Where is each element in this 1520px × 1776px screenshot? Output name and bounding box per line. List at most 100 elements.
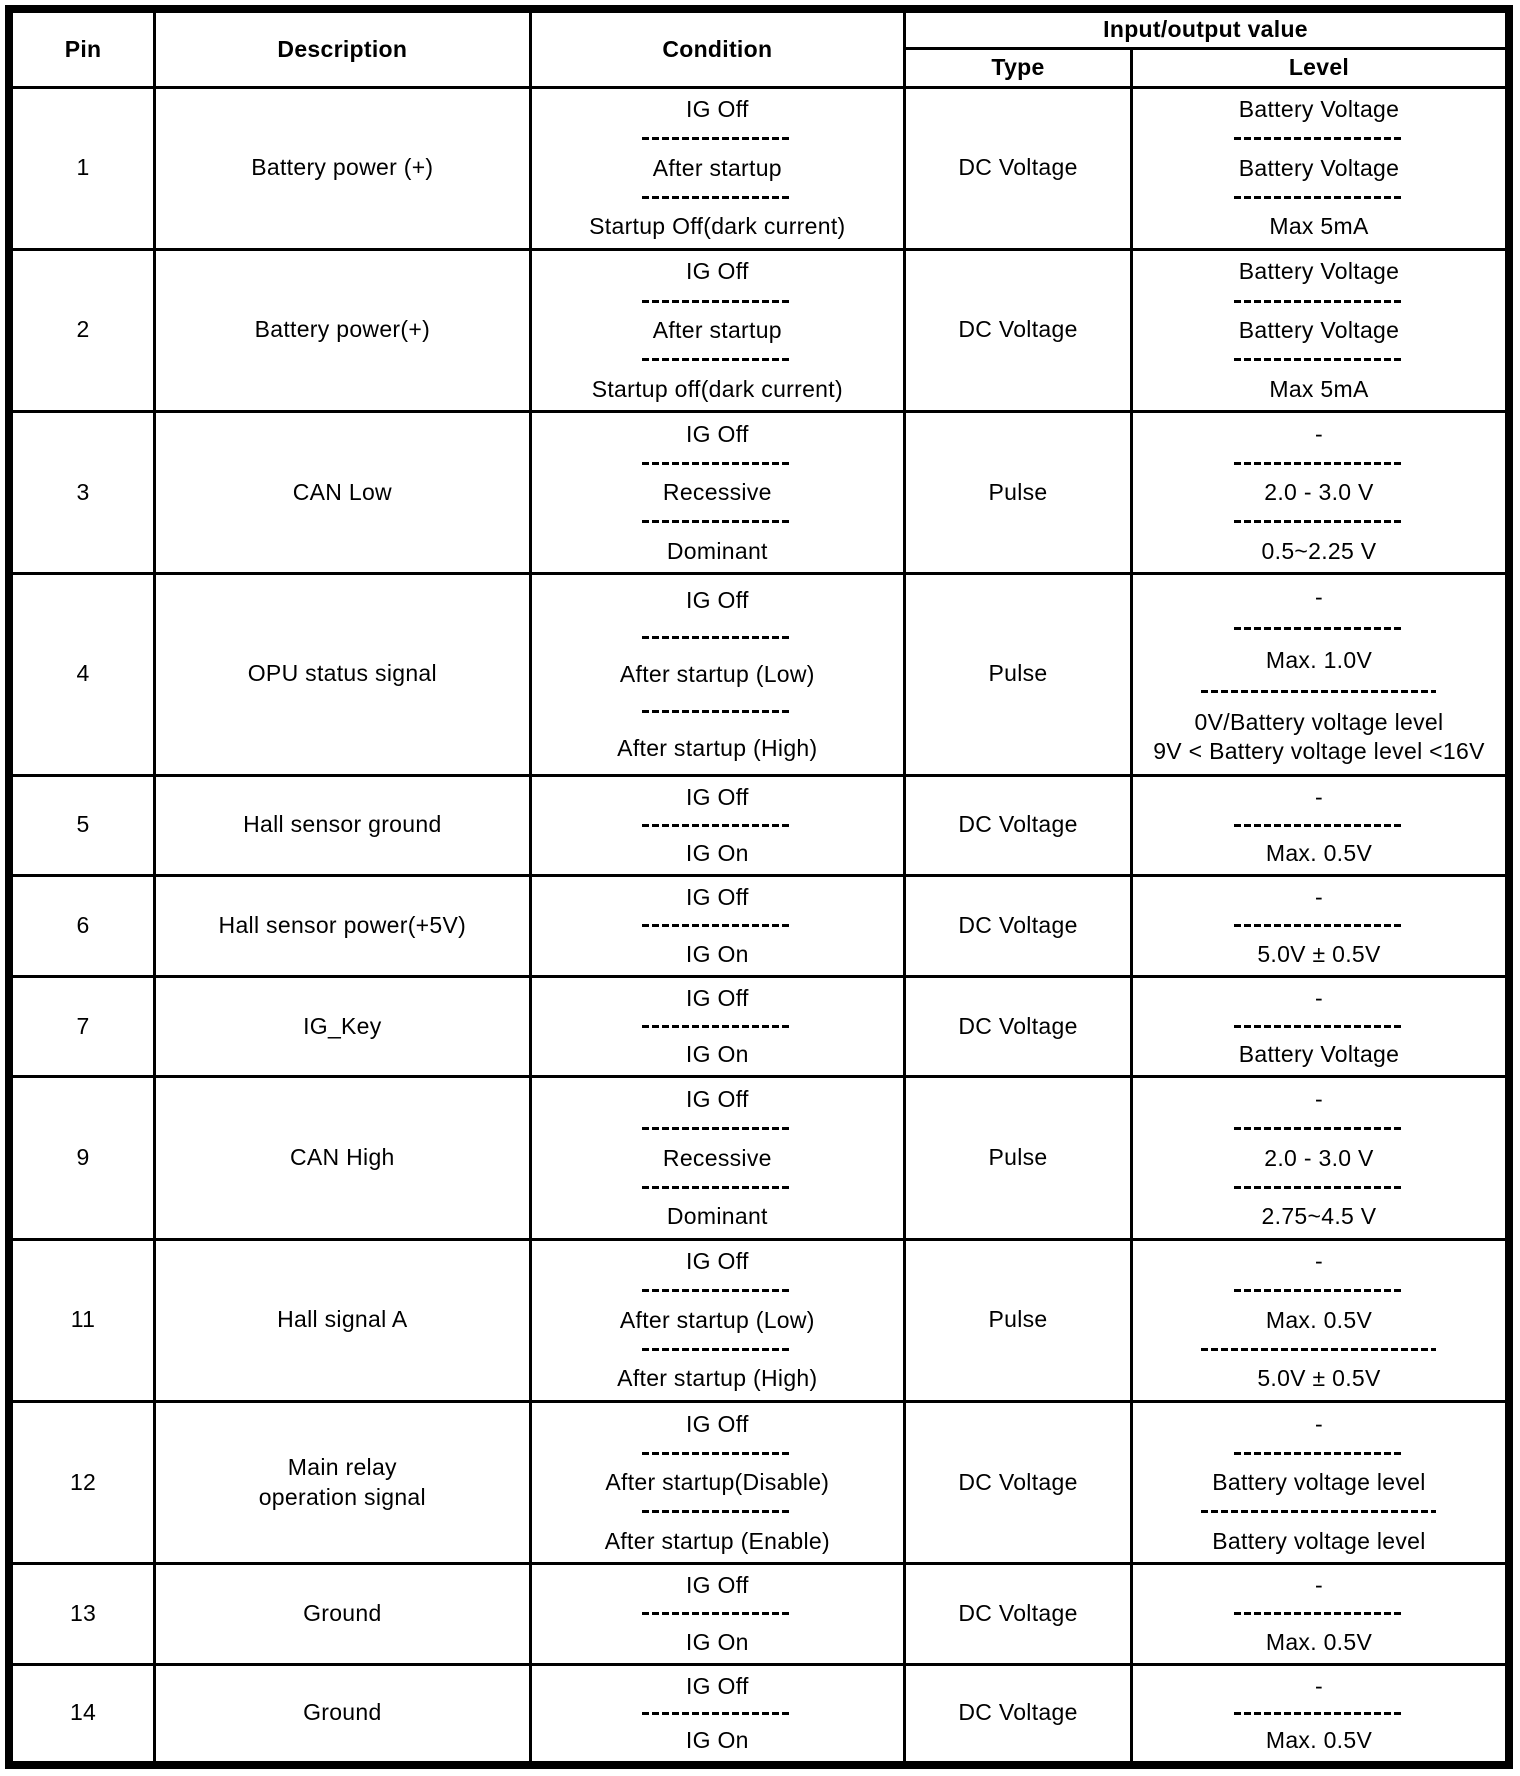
description-text: Ground bbox=[303, 1600, 382, 1626]
description-cell: Ground bbox=[153, 1562, 532, 1666]
condition-entry: IG On bbox=[685, 1727, 749, 1754]
level-cell: - 2.0 - 3.0 V 0.5~2.25 V bbox=[1129, 409, 1511, 576]
dashed-separator bbox=[642, 1185, 793, 1189]
type-text: DC Voltage bbox=[958, 1600, 1078, 1626]
description-text: CAN High bbox=[290, 1144, 395, 1171]
level-stack: - Max. 0.5V 5.0V ± 0.5V bbox=[1134, 1242, 1505, 1398]
dashed-separator bbox=[1233, 627, 1404, 631]
pin-number: 6 bbox=[76, 912, 90, 938]
dashed-separator bbox=[642, 635, 793, 639]
table-row: 9 CAN High IG Off Recessive Dominant Pulse… bbox=[7, 1075, 1511, 1241]
type-text: Pulse bbox=[988, 478, 1048, 505]
condition-stack: IG Off After startup(Disable) After startu… bbox=[533, 1404, 901, 1560]
pin-number: 4 bbox=[76, 660, 90, 687]
description-cell: Battery power(+) bbox=[153, 247, 532, 414]
condition-entry: IG On bbox=[685, 1628, 749, 1655]
level-cell: - 5.0V ± 0.5V bbox=[1129, 874, 1511, 978]
level-entry: 5.0V ± 0.5V bbox=[1257, 940, 1381, 967]
level-entry: 2.0 - 3.0 V bbox=[1264, 1144, 1374, 1171]
dashed-separator bbox=[642, 137, 793, 141]
level-cell: - Battery Voltage bbox=[1129, 974, 1511, 1079]
type-text: Pulse bbox=[988, 1144, 1048, 1171]
dashed-separator bbox=[1233, 461, 1404, 465]
condition-cell: IG Off After startup (Low) After startup (… bbox=[528, 572, 907, 777]
level-cell: Battery Voltage Battery Voltage Max 5mA bbox=[1129, 85, 1511, 251]
pin-cell: 3 bbox=[7, 409, 157, 576]
pin-cell: 11 bbox=[7, 1237, 157, 1403]
type-cell: DC Voltage bbox=[903, 85, 1133, 251]
level-entry: Max. 0.5V bbox=[1265, 1727, 1373, 1754]
dashed-separator bbox=[1233, 299, 1404, 303]
level-entry: - bbox=[1315, 1086, 1323, 1113]
dashed-separator bbox=[1233, 1127, 1404, 1131]
condition-entry: Recessive bbox=[662, 1144, 772, 1171]
pin-number: 7 bbox=[76, 1012, 90, 1039]
dashed-separator bbox=[642, 1348, 793, 1351]
table-row: 12 Main relay operation signal IG Off Aft… bbox=[7, 1399, 1511, 1566]
type-cell: DC Voltage bbox=[903, 773, 1133, 878]
level-entry: Battery voltage level bbox=[1212, 1527, 1426, 1554]
table-row: 1 Battery power (+) IG Off After startup S… bbox=[7, 85, 1511, 251]
level-stack: - Max. 0.5V bbox=[1134, 1567, 1505, 1662]
pin-number: 9 bbox=[76, 1144, 90, 1171]
type-text: DC Voltage bbox=[958, 1468, 1078, 1495]
condition-entry: IG Off bbox=[685, 258, 749, 285]
type-cell: Pulse bbox=[903, 572, 1133, 777]
description-text: Battery power(+) bbox=[254, 316, 431, 343]
dashed-separator bbox=[1201, 1510, 1437, 1514]
table-row: 14 Ground IG Off IG On DC Voltage - Max. 0… bbox=[7, 1662, 1511, 1767]
condition-cell: IG Off After startup(Disable) After startu… bbox=[528, 1399, 907, 1566]
description-cell: Battery power (+) bbox=[153, 85, 532, 251]
type-cell: DC Voltage bbox=[903, 974, 1133, 1079]
pin-cell: 7 bbox=[7, 974, 157, 1079]
type-text: DC Voltage bbox=[958, 1699, 1078, 1726]
dashed-separator bbox=[1233, 1025, 1404, 1029]
description-cell: Hall sensor power(+5V) bbox=[153, 874, 532, 978]
type-cell: Pulse bbox=[903, 1075, 1133, 1241]
table-row: 7 IG_Key IG Off IG On DC Voltage - Battery… bbox=[7, 974, 1511, 1079]
description-text: OPU status signal bbox=[247, 660, 437, 687]
dashed-separator bbox=[642, 1289, 793, 1293]
description-text: Main relay operation signal bbox=[258, 1453, 426, 1510]
type-cell: DC Voltage bbox=[903, 874, 1133, 978]
dashed-separator bbox=[642, 1127, 793, 1131]
dashed-separator bbox=[1233, 1185, 1404, 1189]
type-cell: Pulse bbox=[903, 409, 1133, 576]
condition-entry: After startup (Low) bbox=[619, 1306, 815, 1333]
condition-stack: IG Off Recessive Dominant bbox=[533, 1080, 901, 1236]
level-entry: - bbox=[1315, 984, 1323, 1011]
type-text: Pulse bbox=[988, 660, 1048, 687]
condition-entry: IG On bbox=[685, 840, 749, 867]
pin-number: 11 bbox=[70, 1306, 96, 1333]
condition-entry: IG Off bbox=[685, 1572, 749, 1599]
description-text: CAN Low bbox=[292, 478, 392, 505]
pin-cell: 5 bbox=[7, 773, 157, 878]
type-cell: DC Voltage bbox=[903, 1562, 1133, 1666]
level-entry: Battery Voltage bbox=[1238, 316, 1400, 343]
column-header-io-group: Input/output value bbox=[903, 7, 1511, 50]
condition-entry: IG Off bbox=[685, 1410, 749, 1437]
table-row: 5 Hall sensor ground IG Off IG On DC Volt… bbox=[7, 773, 1511, 878]
column-header-condition: Condition bbox=[528, 7, 907, 89]
description-cell: CAN Low bbox=[153, 409, 532, 576]
condition-entry: IG Off bbox=[685, 96, 749, 123]
pin-number: 3 bbox=[76, 478, 90, 505]
condition-entry: Recessive bbox=[662, 479, 772, 506]
condition-entry: Dominant bbox=[666, 537, 768, 564]
level-stack: - 5.0V ± 0.5V bbox=[1134, 879, 1505, 974]
condition-cell: IG Off Recessive Dominant bbox=[528, 1075, 907, 1241]
condition-cell: IG Off After startup Startup Off(dark curr… bbox=[528, 85, 907, 251]
description-text: Hall sensor power(+5V) bbox=[218, 912, 467, 938]
pin-cell: 1 bbox=[7, 85, 157, 251]
condition-entry: After startup(Disable) bbox=[605, 1469, 830, 1496]
level-entry: Battery Voltage bbox=[1238, 154, 1400, 181]
table-header: Pin Description Condition Input/output v… bbox=[7, 7, 1511, 89]
dashed-separator bbox=[642, 461, 793, 465]
level-entry: - bbox=[1315, 783, 1323, 810]
description-text: Hall signal A bbox=[277, 1306, 408, 1333]
table-row: 3 CAN Low IG Off Recessive Dominant Pulse … bbox=[7, 409, 1511, 576]
table-row: 11 Hall signal A IG Off After startup (Lo… bbox=[7, 1237, 1511, 1403]
type-text: DC Voltage bbox=[958, 316, 1078, 343]
description-cell: OPU status signal bbox=[153, 572, 532, 777]
